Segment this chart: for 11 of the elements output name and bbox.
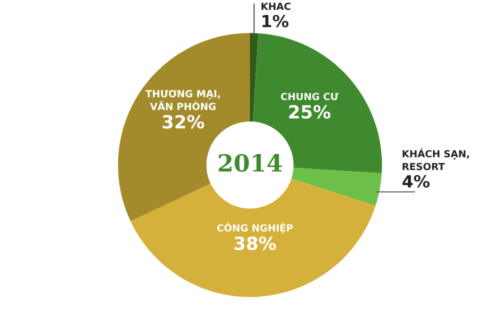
data-label: 25% (289, 105, 330, 119)
slice-label: KHAC (262, 2, 290, 10)
slice-label: CHUNG CƯ (280, 92, 338, 100)
data-label: 1% (262, 14, 288, 28)
slice-label: KHÁCH SẠN, RESORT (402, 148, 470, 170)
data-label: 38% (234, 236, 276, 250)
slice-label: THƯƠNG MẠI, VĂN PHÒNG (145, 90, 220, 110)
data-label: 32% (162, 114, 204, 129)
data-label: 4% (402, 175, 430, 188)
slice-label: CÔNG NGHIỆP (217, 222, 293, 234)
text: 2014 (218, 154, 282, 172)
